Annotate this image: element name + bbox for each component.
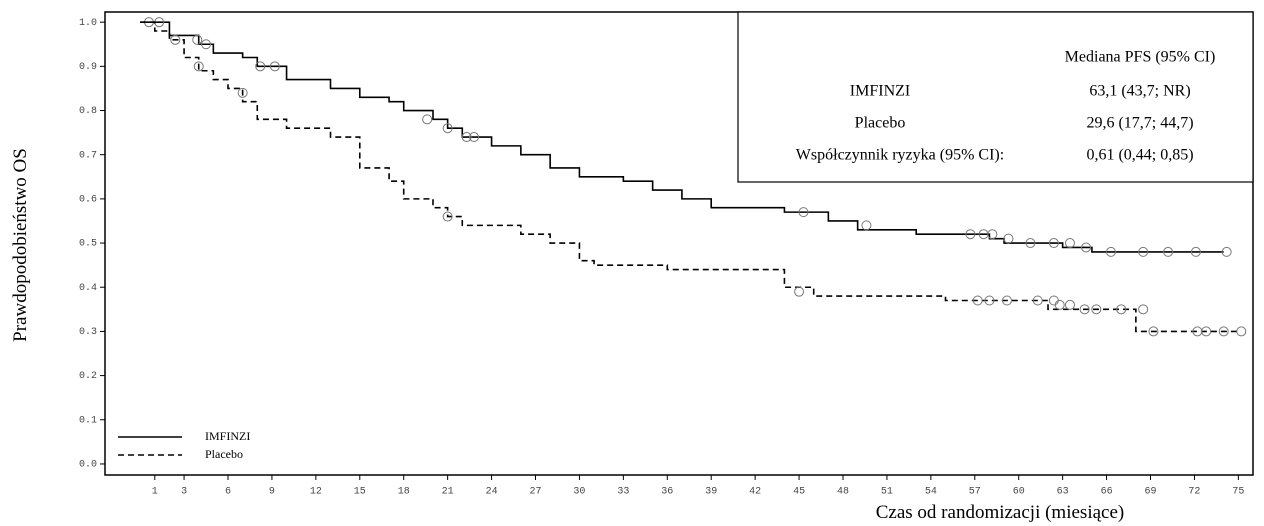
y-tick-label: 0.1 [79, 415, 97, 426]
censor-mark [972, 295, 983, 306]
x-tick-label: 75 [1232, 487, 1244, 498]
censor-mark [422, 114, 433, 125]
censor-mark [201, 39, 212, 50]
x-tick-label: 54 [925, 487, 937, 498]
censor-mark [1003, 233, 1014, 244]
y-tick-label: 0.0 [79, 460, 97, 471]
y-tick-label: 0.7 [79, 150, 97, 161]
x-tick-label: 72 [1188, 487, 1200, 498]
censor-mark [469, 132, 479, 143]
y-tick-label: 0.3 [79, 327, 97, 338]
censor-mark [442, 123, 453, 134]
censor-mark [442, 211, 453, 222]
x-tick-label: 45 [793, 487, 805, 498]
censor-mark [1064, 238, 1075, 249]
censor-mark [984, 295, 995, 306]
x-tick-label: 30 [573, 487, 585, 498]
censor-mark [1048, 238, 1059, 249]
censor-mark [1218, 326, 1229, 337]
censor-mark [1148, 326, 1159, 337]
x-tick-label: 15 [354, 487, 366, 498]
censor-mark [1116, 304, 1127, 315]
censor-mark [1221, 246, 1232, 257]
censor-mark [170, 34, 181, 45]
y-tick-label: 1.0 [79, 18, 97, 29]
table-row-label: Współczynnik ryzyka (95% CI): [796, 147, 1004, 164]
censor-mark [192, 34, 203, 45]
y-axis-label: Prawdopodobieństwo OS [10, 148, 31, 342]
x-tick-label: 6 [225, 487, 231, 498]
censor-mark [255, 61, 266, 72]
censor-mark [794, 286, 805, 297]
table-box [737, 11, 1254, 183]
censor-mark [798, 207, 809, 218]
x-tick-label: 1 [152, 487, 158, 498]
censor-mark [1163, 246, 1174, 257]
table-row-value: 63,1 (43,7; NR) [1089, 83, 1190, 100]
censor-mark [1138, 304, 1149, 315]
x-tick-label: 60 [1013, 487, 1025, 498]
x-tick-label: 51 [881, 487, 893, 498]
survival-curve [140, 21, 1224, 253]
y-tick-label: 0.6 [79, 195, 97, 206]
table-row-label: IMFINZI [850, 83, 910, 100]
x-tick-label: 63 [1057, 487, 1069, 498]
table-row-label: Placebo [855, 115, 906, 132]
censor-mark [861, 220, 872, 231]
y-tick-label: 0.5 [79, 239, 97, 250]
censor-mark [1079, 304, 1090, 315]
censor-mark [1048, 295, 1059, 306]
censor-mark [1002, 295, 1012, 306]
x-tick-label: 24 [486, 487, 498, 498]
censor-mark [1081, 242, 1092, 253]
y-tick-label: 0.2 [79, 371, 97, 382]
censor-mark [1054, 299, 1065, 310]
censor-mark [1201, 326, 1212, 337]
x-tick-label: 3 [181, 487, 187, 498]
censor-mark [1025, 238, 1036, 249]
x-tick-label: 21 [442, 487, 454, 498]
table-header: Mediana PFS (95% CI) [1065, 49, 1216, 66]
x-tick-label: 42 [749, 487, 761, 498]
censor-mark [269, 61, 280, 72]
censor-mark [1236, 326, 1247, 337]
censor-mark [1091, 304, 1102, 315]
censor-mark [1138, 246, 1149, 257]
table-row-value: 0,61 (0,44; 0,85) [1086, 147, 1193, 164]
censor-mark [965, 229, 976, 240]
x-tick-label: 69 [1144, 487, 1156, 498]
censor-mark [987, 229, 998, 240]
y-tick-label: 0.9 [79, 62, 97, 73]
censor-mark [1032, 295, 1043, 306]
y-tick-label: 0.8 [79, 106, 97, 117]
legend-label: Placebo [205, 447, 243, 461]
x-axis-label: Czas od randomizacji (miesiące) [876, 502, 1124, 523]
x-tick-label: 48 [837, 487, 849, 498]
x-tick-label: 57 [969, 487, 981, 498]
x-tick-label: 9 [269, 487, 275, 498]
censor-mark [237, 87, 248, 98]
censor-mark [1105, 246, 1116, 257]
x-tick-label: 18 [398, 487, 410, 498]
table-row-value: 29,6 (17,7; 44,7) [1086, 115, 1193, 132]
censor-mark [193, 61, 204, 72]
x-tick-label: 27 [529, 487, 541, 498]
censor-mark [1064, 299, 1075, 310]
x-tick-label: 12 [310, 487, 322, 498]
censor-mark [461, 132, 472, 143]
censor-mark [1190, 246, 1201, 257]
x-tick-label: 66 [1101, 487, 1113, 498]
x-tick-label: 36 [661, 487, 673, 498]
x-tick-label: 33 [617, 487, 629, 498]
x-tick-label: 39 [705, 487, 717, 498]
y-tick-label: 0.4 [79, 283, 97, 294]
legend-label: IMFINZI [205, 429, 250, 443]
survival-curve [140, 21, 1239, 333]
